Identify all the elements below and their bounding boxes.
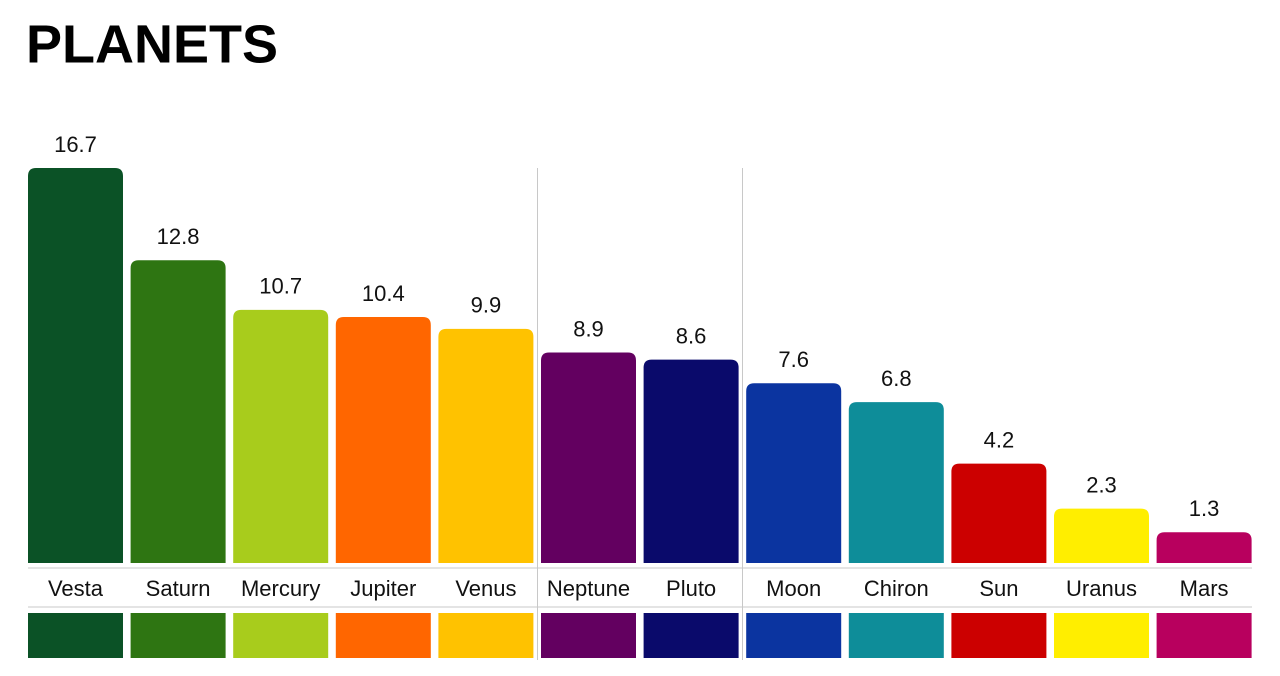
value-label: 10.4 [362, 281, 405, 306]
x-tick-label: Moon [766, 576, 821, 601]
bar [541, 352, 636, 563]
bar [643, 359, 739, 563]
bar [28, 168, 123, 563]
color-swatch [335, 613, 431, 658]
value-label: 6.8 [881, 366, 912, 391]
bar [1156, 532, 1252, 563]
color-swatch [1156, 613, 1252, 658]
bar [951, 463, 1047, 563]
color-swatch [28, 613, 123, 658]
value-label: 12.8 [157, 224, 200, 249]
chart-title: PLANETS [26, 14, 278, 74]
color-swatch [541, 613, 636, 658]
x-tick-label: Jupiter [350, 576, 416, 601]
color-swatch [848, 613, 944, 658]
x-tick-label: Mars [1180, 576, 1229, 601]
bar [1054, 508, 1149, 563]
x-tick-label: Sun [979, 576, 1018, 601]
color-swatch [438, 613, 534, 658]
bar [335, 317, 431, 563]
value-label: 8.9 [573, 316, 604, 341]
x-tick-label: Saturn [146, 576, 211, 601]
color-swatch [643, 613, 739, 658]
color-swatch [233, 613, 329, 658]
x-tick-label: Venus [455, 576, 516, 601]
bar [130, 260, 226, 563]
x-tick-label: Pluto [666, 576, 716, 601]
bar [848, 402, 944, 563]
x-tick-label: Chiron [864, 576, 929, 601]
x-tick-label: Vesta [48, 576, 104, 601]
value-label: 10.7 [259, 274, 302, 299]
value-label: 9.9 [471, 293, 502, 318]
value-label: 16.7 [54, 132, 97, 157]
color-swatch [746, 613, 842, 658]
x-tick-label: Neptune [547, 576, 630, 601]
x-tick-label: Mercury [241, 576, 320, 601]
color-swatch [130, 613, 226, 658]
value-label: 2.3 [1086, 472, 1117, 497]
value-label: 8.6 [676, 323, 707, 348]
color-swatch [1054, 613, 1149, 658]
x-tick-label: Uranus [1066, 576, 1137, 601]
bar [233, 309, 329, 563]
bar [438, 328, 534, 563]
color-swatch [951, 613, 1047, 658]
bar [746, 383, 842, 563]
value-label: 1.3 [1189, 496, 1220, 521]
value-label: 4.2 [984, 427, 1015, 452]
value-label: 7.6 [778, 347, 809, 372]
